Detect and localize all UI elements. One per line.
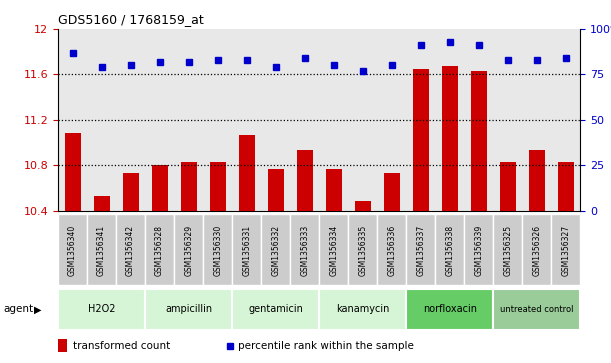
Text: GSM1356332: GSM1356332 [271,225,280,276]
Bar [319,214,348,285]
Text: GSM1356334: GSM1356334 [329,225,338,276]
Bar [174,214,203,285]
Bar [58,214,87,285]
Text: ▶: ▶ [34,305,41,314]
Bar [203,214,232,285]
Bar [232,214,262,285]
Bar [464,214,494,285]
Bar [152,165,167,211]
Bar [493,289,580,330]
Text: untreated control: untreated control [500,305,574,314]
Bar [268,168,284,211]
Bar [58,289,145,330]
Bar [406,214,435,285]
Text: GSM1356333: GSM1356333 [300,225,309,276]
Text: transformed count: transformed count [73,341,170,351]
Text: GSM1356327: GSM1356327 [562,225,571,276]
Text: GSM1356331: GSM1356331 [242,225,251,276]
Text: GDS5160 / 1768159_at: GDS5160 / 1768159_at [58,13,204,26]
Bar [297,150,313,211]
Bar [58,339,67,352]
Text: GSM1356328: GSM1356328 [155,225,164,276]
Text: GSM1356340: GSM1356340 [68,225,77,276]
Bar [181,162,197,211]
Bar [435,214,464,285]
Bar [145,289,232,330]
Bar [406,289,493,330]
Text: gentamicin: gentamicin [248,305,303,314]
Bar [558,162,574,211]
Text: norfloxacin: norfloxacin [423,305,477,314]
Text: percentile rank within the sample: percentile rank within the sample [238,341,414,351]
Bar [552,214,580,285]
Bar [500,162,516,211]
Text: agent: agent [3,305,33,314]
Bar [471,71,487,211]
Bar [529,150,545,211]
Bar [384,173,400,211]
Text: GSM1356325: GSM1356325 [503,225,513,276]
Bar [232,289,319,330]
Text: GSM1356330: GSM1356330 [213,225,222,276]
Bar [123,173,139,211]
Text: H2O2: H2O2 [88,305,115,314]
Text: GSM1356342: GSM1356342 [126,225,135,276]
Text: ampicillin: ampicillin [165,305,212,314]
Text: kanamycin: kanamycin [336,305,389,314]
Text: GSM1356326: GSM1356326 [532,225,541,276]
Bar [116,214,145,285]
Bar [87,214,116,285]
Bar [442,66,458,211]
Bar [319,289,406,330]
Text: GSM1356329: GSM1356329 [184,225,193,276]
Bar [290,214,320,285]
Text: GSM1356337: GSM1356337 [416,225,425,276]
Bar [493,214,522,285]
Text: GSM1356336: GSM1356336 [387,225,397,276]
Bar [65,134,81,211]
Bar [326,168,342,211]
Text: GSM1356339: GSM1356339 [474,225,483,276]
Bar [262,214,290,285]
Bar [413,69,429,211]
Bar [239,135,255,211]
Text: GSM1356335: GSM1356335 [358,225,367,276]
Bar [355,201,371,211]
Bar [93,196,109,211]
Bar [348,214,377,285]
Text: GSM1356341: GSM1356341 [97,225,106,276]
Bar [210,162,225,211]
Bar [378,214,406,285]
Bar [145,214,174,285]
Bar [522,214,552,285]
Text: GSM1356338: GSM1356338 [445,225,455,276]
